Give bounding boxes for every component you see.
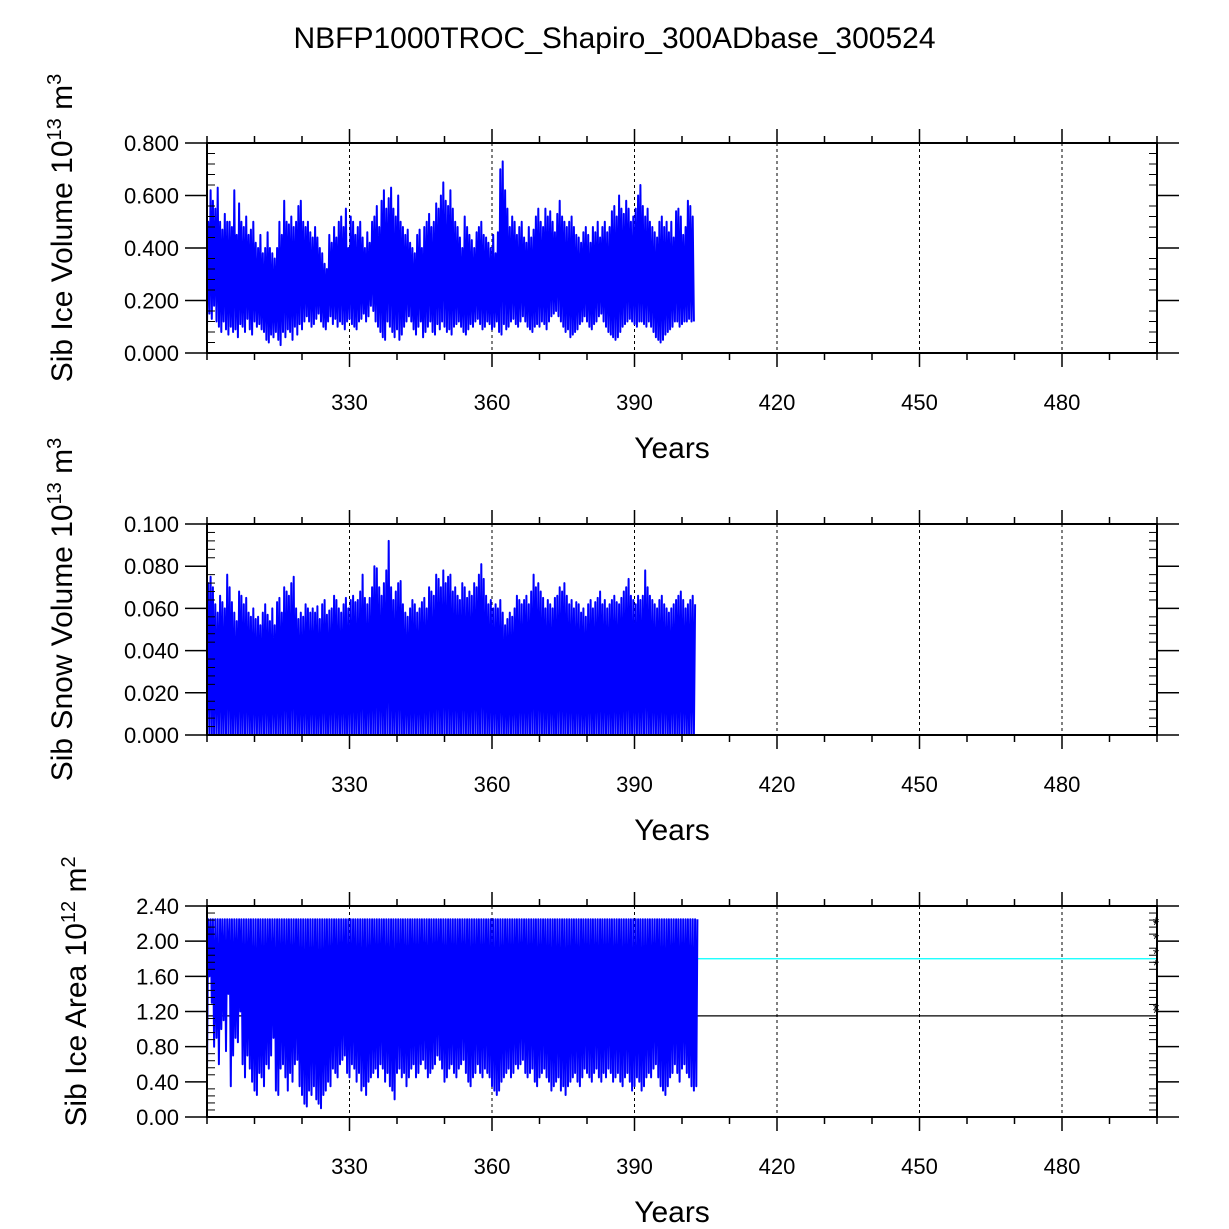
x-axis-label: Years — [634, 432, 710, 465]
y-tick-label: 0.400 — [124, 236, 179, 261]
x-tick-label: 390 — [616, 772, 653, 797]
x-tick-label: 420 — [759, 390, 796, 415]
x-tick-label: 360 — [474, 390, 511, 415]
x-tick-label: 480 — [1044, 1154, 1081, 1179]
y-tick-label: 0.600 — [124, 184, 179, 209]
y-axis-label: Sib Snow Volume 1013 m3 — [44, 438, 79, 782]
y-axis-label: Sib Ice Volume 1013 m3 — [44, 74, 79, 383]
y-tick-label: 0.200 — [124, 289, 179, 314]
x-axis-label: Years — [634, 814, 710, 847]
y-tick-label: 1.20 — [136, 1000, 179, 1025]
chart-panel-2: 330 360 390 420 450 480 0.000 0.020 0.040 0.060 0.… — [44, 438, 1179, 847]
y-tick-label: 0.040 — [124, 639, 179, 664]
chart-panel-1: 330 360 390 420 450 480 0.000 0.200 0.400 0.600 0.… — [44, 74, 1179, 465]
x-tick-label: 330 — [331, 772, 368, 797]
series-line — [206, 160, 695, 347]
x-tick-label: 360 — [474, 772, 511, 797]
x-tick-label: 390 — [616, 390, 653, 415]
y-tick-label: 1.60 — [136, 964, 179, 989]
x-tick-label: 450 — [901, 390, 938, 415]
x-tick-label: 330 — [331, 390, 368, 415]
y-tick-label: 0.800 — [124, 131, 179, 156]
y-tick-label: 0.020 — [124, 681, 179, 706]
x-tick-label: 360 — [474, 1154, 511, 1179]
x-tick-label: 330 — [331, 1154, 368, 1179]
x-tick-label: 450 — [901, 1154, 938, 1179]
x-tick-label: 420 — [759, 772, 796, 797]
series-line — [206, 918, 699, 1110]
y-tick-label: 0.060 — [124, 596, 179, 621]
y-tick-label: 0.40 — [136, 1070, 179, 1095]
series-line — [206, 539, 697, 736]
y-tick-label: 0.000 — [124, 341, 179, 366]
y-tick-label: 2.40 — [136, 894, 179, 919]
y-tick-label: 0.00 — [136, 1105, 179, 1130]
x-tick-label: 480 — [1044, 772, 1081, 797]
y-tick-label: 0.000 — [124, 723, 179, 748]
chart-panel-3: *******3303603904204504800.000.400.801.2… — [58, 856, 1179, 1229]
x-tick-label: 390 — [616, 1154, 653, 1179]
figure-title: NBFP1000TROC_Shapiro_300ADbase_300524 — [293, 22, 936, 55]
y-tick-label: 0.080 — [124, 554, 179, 579]
y-axis-label: Sib Ice Area 1012 m2 — [58, 856, 93, 1126]
x-tick-label: 480 — [1044, 390, 1081, 415]
x-axis-label: Years — [634, 1196, 710, 1229]
y-tick-label: 0.100 — [124, 512, 179, 537]
y-tick-label: 0.80 — [136, 1035, 179, 1060]
x-tick-label: 450 — [901, 772, 938, 797]
x-tick-label: 420 — [759, 1154, 796, 1179]
y-tick-label: 2.00 — [136, 929, 179, 954]
